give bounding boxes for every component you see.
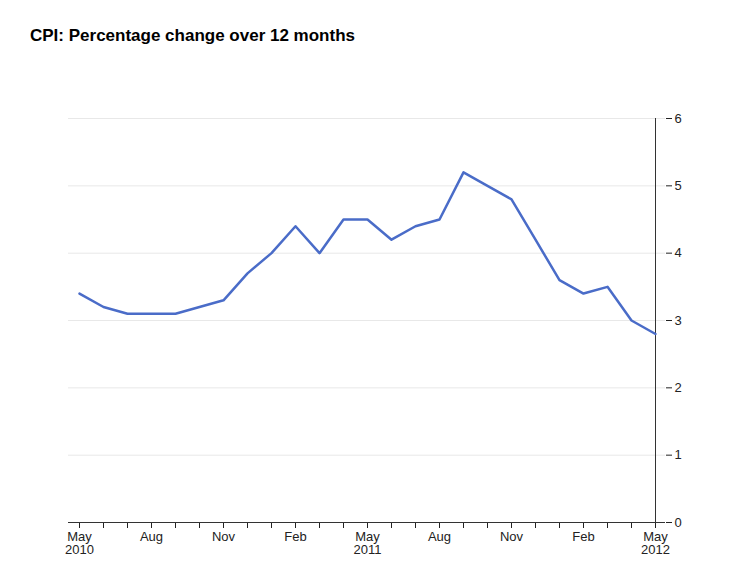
svg-text:Nov: Nov: [500, 529, 524, 544]
svg-text:1: 1: [675, 447, 682, 462]
svg-text:Aug: Aug: [428, 529, 451, 544]
svg-text:Nov: Nov: [212, 529, 236, 544]
html-text:CPI: Percentage change over 12: CPI: Percentage change over 12 months: [30, 26, 355, 45]
svg-text:Feb: Feb: [572, 529, 594, 544]
svg-text:4: 4: [675, 245, 682, 260]
svg-text:6: 6: [675, 111, 682, 126]
svg-text:5: 5: [675, 178, 682, 193]
svg-text:Aug: Aug: [140, 529, 163, 544]
svg-text:2: 2: [675, 380, 682, 395]
svg-text:0: 0: [675, 515, 682, 530]
svg-text:Feb: Feb: [284, 529, 306, 544]
svg-text:May2010: May2010: [65, 529, 94, 557]
svg-text:May2012: May2012: [641, 529, 670, 557]
svg-text:3: 3: [675, 313, 682, 328]
svg-text:May2011: May2011: [354, 529, 382, 557]
